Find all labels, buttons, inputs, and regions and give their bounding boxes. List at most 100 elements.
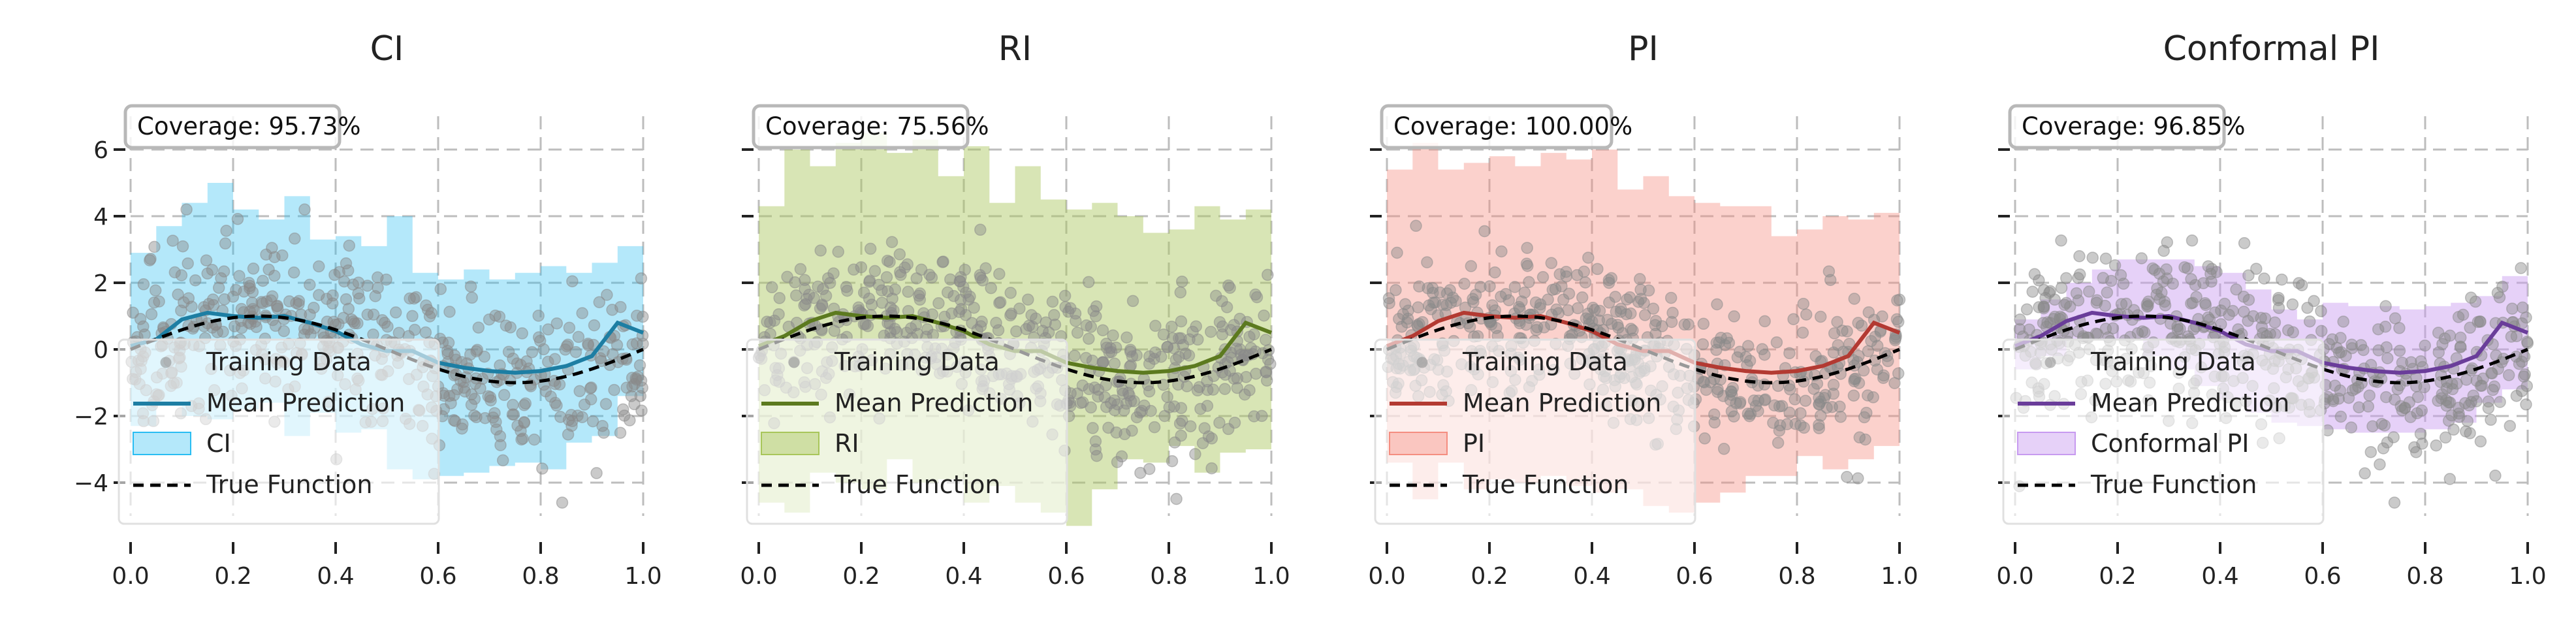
training-data-point xyxy=(1243,330,1256,343)
coverage-box xyxy=(2008,104,2226,150)
training-data-point xyxy=(1174,286,1187,298)
training-data-point xyxy=(515,359,527,372)
training-data-point xyxy=(2472,315,2485,329)
training-data-point xyxy=(2185,273,2197,285)
panel-title: CI xyxy=(370,29,404,69)
training-data-point xyxy=(1225,351,1238,364)
x-tick-label: 0.4 xyxy=(2201,563,2238,590)
training-data-point xyxy=(1775,400,1789,412)
training-data-point xyxy=(1827,378,1840,391)
legend-handle-interval xyxy=(133,432,191,455)
training-data-point xyxy=(276,249,289,262)
training-data-point xyxy=(1638,296,1650,310)
training-data-point xyxy=(2086,251,2099,264)
training-data-point xyxy=(2082,285,2095,298)
training-data-point xyxy=(1478,225,1491,238)
training-data-point xyxy=(2379,300,2392,313)
training-data-point xyxy=(1042,326,1055,339)
training-data-point xyxy=(1136,404,1148,417)
training-data-point xyxy=(1521,242,1533,254)
training-data-point xyxy=(2105,274,2118,287)
training-data-point xyxy=(1108,357,1121,370)
training-data-point xyxy=(2515,262,2527,274)
training-data-point xyxy=(1893,293,1906,306)
training-data-point xyxy=(506,408,519,421)
training-data-point xyxy=(2445,377,2458,390)
training-data-point xyxy=(1700,383,1713,396)
legend-label: Training Data xyxy=(834,347,1000,376)
training-data-point xyxy=(781,270,793,283)
training-data-point xyxy=(1148,353,1160,365)
training-data-point xyxy=(2186,234,2199,247)
training-data-point xyxy=(175,269,188,281)
training-data-point xyxy=(406,310,419,323)
training-data-point xyxy=(2400,374,2413,387)
y-tick-label: 4 xyxy=(93,204,108,231)
training-data-point xyxy=(1168,400,1181,413)
training-data-point xyxy=(1871,363,1884,376)
training-data-point xyxy=(1096,356,1109,368)
training-data-point xyxy=(864,242,877,255)
training-data-point xyxy=(1560,265,1572,278)
training-data-point xyxy=(1089,443,1102,456)
training-data-point xyxy=(1666,306,1679,319)
training-data-point xyxy=(1752,394,1765,407)
training-data-point xyxy=(1124,359,1137,372)
x-tick-label: 0.6 xyxy=(2304,563,2341,590)
training-data-point xyxy=(449,415,462,427)
training-data-point xyxy=(882,285,894,298)
training-data-point xyxy=(2474,435,2487,448)
training-data-point xyxy=(1550,303,1563,316)
training-data-point xyxy=(2073,250,2086,263)
training-data-point xyxy=(1256,409,1268,423)
training-data-point xyxy=(1086,355,1099,367)
training-data-point xyxy=(1553,268,1566,281)
training-data-point xyxy=(1107,329,1119,342)
training-data-point xyxy=(2255,312,2267,325)
training-data-point xyxy=(2033,301,2045,313)
training-data-point xyxy=(1852,317,1864,329)
training-data-point xyxy=(483,313,496,326)
training-data-point xyxy=(1201,400,1214,412)
training-data-point xyxy=(1593,304,1606,317)
training-data-point xyxy=(1516,295,1528,308)
training-data-point xyxy=(1824,274,1837,286)
training-data-point xyxy=(2447,423,2460,436)
training-data-point xyxy=(1708,408,1721,421)
training-data-point xyxy=(2028,268,2041,281)
training-data-point xyxy=(2442,396,2455,409)
training-data-point xyxy=(2494,396,2506,408)
training-data-point xyxy=(2362,400,2375,413)
training-data-point xyxy=(1239,349,1252,362)
training-data-point xyxy=(289,232,301,245)
training-data-point xyxy=(1773,425,1786,437)
training-data-point xyxy=(434,283,447,295)
training-data-point xyxy=(1892,367,1905,380)
training-data-point xyxy=(1571,302,1584,315)
training-data-point xyxy=(1124,395,1137,408)
training-data-point xyxy=(231,213,244,225)
training-data-point xyxy=(2340,349,2352,362)
training-data-point xyxy=(994,296,1007,309)
training-data-point xyxy=(2353,401,2365,413)
training-data-point xyxy=(518,399,531,411)
training-data-point xyxy=(1395,321,1408,333)
training-data-point xyxy=(496,454,509,467)
training-data-point xyxy=(338,275,351,288)
training-data-point xyxy=(585,381,597,394)
training-data-point xyxy=(2445,409,2458,422)
training-data-point xyxy=(2159,299,2172,312)
training-data-point xyxy=(571,409,584,422)
chart-panel-1: CI −4 −2 0 2 4 6 0.0 0.2 0.4 0.6 0.8 1.0 Coverage: 95… xyxy=(74,29,662,590)
training-data-point xyxy=(1882,355,1894,368)
training-data-point xyxy=(1545,257,1558,270)
training-data-point xyxy=(1620,308,1632,321)
training-data-point xyxy=(1083,332,1095,345)
training-data-point xyxy=(2359,467,2371,480)
training-data-point xyxy=(863,276,876,288)
training-data-point xyxy=(2366,420,2379,432)
training-data-point xyxy=(1170,492,1183,505)
training-data-point xyxy=(2218,297,2231,310)
training-data-point xyxy=(1784,383,1796,396)
training-data-point xyxy=(2378,419,2391,432)
